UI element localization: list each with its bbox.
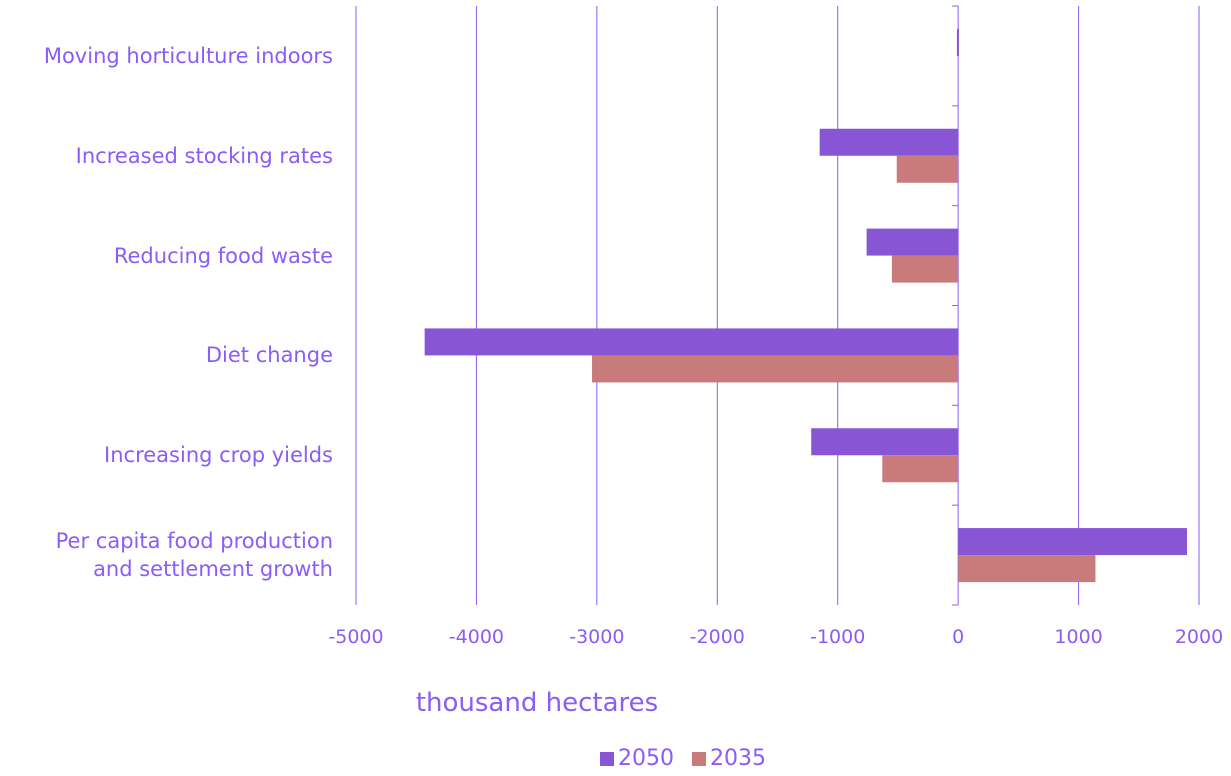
- x-tick-label: -3000: [569, 626, 624, 648]
- legend-swatch-2050: [600, 751, 614, 766]
- x-tick-label: 2000: [1175, 626, 1223, 648]
- x-tick-label: -4000: [449, 626, 504, 648]
- legend: 2050 2035: [600, 746, 766, 771]
- x-tick-label: -2000: [690, 626, 745, 648]
- legend-item-2035: 2035: [692, 746, 766, 771]
- bar-2035-2: [891, 255, 959, 283]
- bar-2035-5: [958, 555, 1096, 583]
- bar-2035-3: [592, 355, 959, 383]
- bar-2035-4: [882, 455, 959, 483]
- bar-2035-1: [896, 155, 959, 183]
- x-axis-title: thousand hectares: [415, 688, 659, 718]
- x-tick-label: 0: [952, 626, 964, 648]
- category-label: Per capita food production and settlemen…: [55, 529, 333, 582]
- category-label: Increasing crop yields: [104, 443, 333, 468]
- legend-item-2050: 2050: [600, 746, 674, 771]
- bar-2050-1: [819, 128, 959, 156]
- category-label: Diet change: [205, 343, 333, 368]
- legend-label-2035: 2035: [710, 746, 766, 771]
- legend-swatch-2035: [692, 751, 706, 766]
- bar-2050-5: [958, 528, 1187, 556]
- bar-2050-2: [866, 228, 959, 256]
- category-label: Increased stocking rates: [75, 143, 333, 168]
- category-label: Reducing food waste: [113, 243, 333, 268]
- bar-2050-0: [956, 28, 959, 56]
- x-tick-label: -1000: [810, 626, 865, 648]
- bar-2050-4: [811, 428, 959, 456]
- category-label: Moving horticulture indoors: [43, 43, 333, 68]
- bar-2050-3: [424, 328, 959, 356]
- legend-label-2050: 2050: [618, 746, 674, 771]
- x-tick-label: 1000: [1054, 626, 1102, 648]
- x-tick-label: -5000: [328, 626, 383, 648]
